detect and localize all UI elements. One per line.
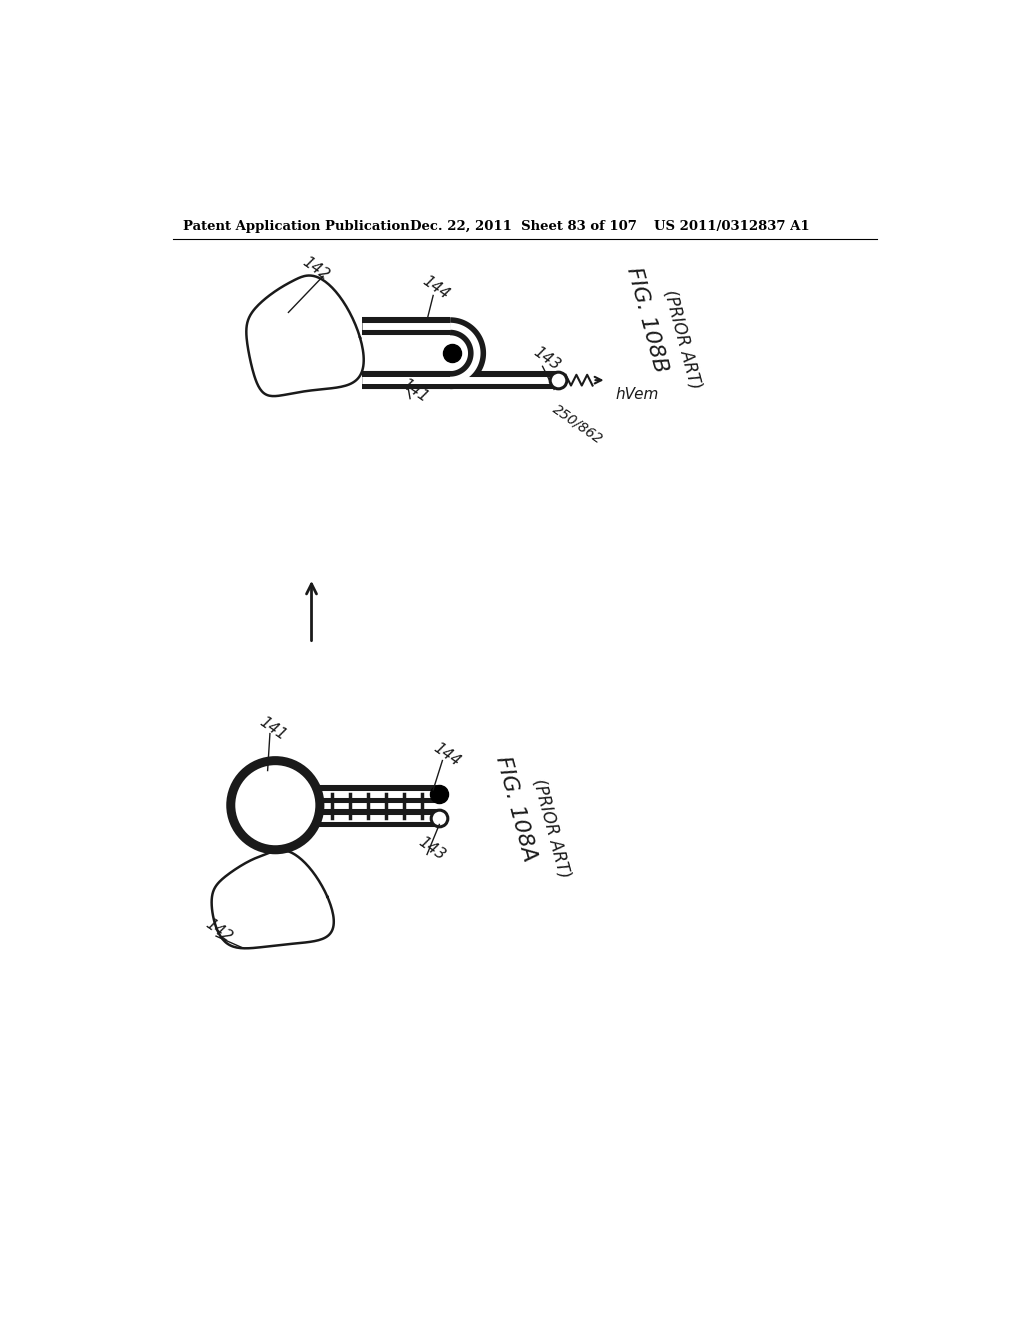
Text: (PRIOR ART): (PRIOR ART) <box>660 288 705 391</box>
Text: 142: 142 <box>202 916 234 945</box>
Text: 144: 144 <box>431 741 464 770</box>
Text: FIG. 108B: FIG. 108B <box>624 265 671 375</box>
Text: 142: 142 <box>300 253 333 282</box>
Text: 141: 141 <box>398 376 431 405</box>
Text: hVem: hVem <box>615 387 659 401</box>
Text: 143: 143 <box>531 345 563 374</box>
Text: 143: 143 <box>416 834 449 863</box>
Circle shape <box>236 766 315 845</box>
Text: US 2011/0312837 A1: US 2011/0312837 A1 <box>654 219 810 232</box>
Text: FIG. 108A: FIG. 108A <box>493 754 540 865</box>
Text: Patent Application Publication: Patent Application Publication <box>183 219 410 232</box>
Text: Dec. 22, 2011  Sheet 83 of 107: Dec. 22, 2011 Sheet 83 of 107 <box>410 219 637 232</box>
Text: 250/862: 250/862 <box>550 401 605 446</box>
Text: (PRIOR ART): (PRIOR ART) <box>529 776 573 880</box>
Text: 141: 141 <box>256 714 289 743</box>
Text: 144: 144 <box>419 273 452 302</box>
